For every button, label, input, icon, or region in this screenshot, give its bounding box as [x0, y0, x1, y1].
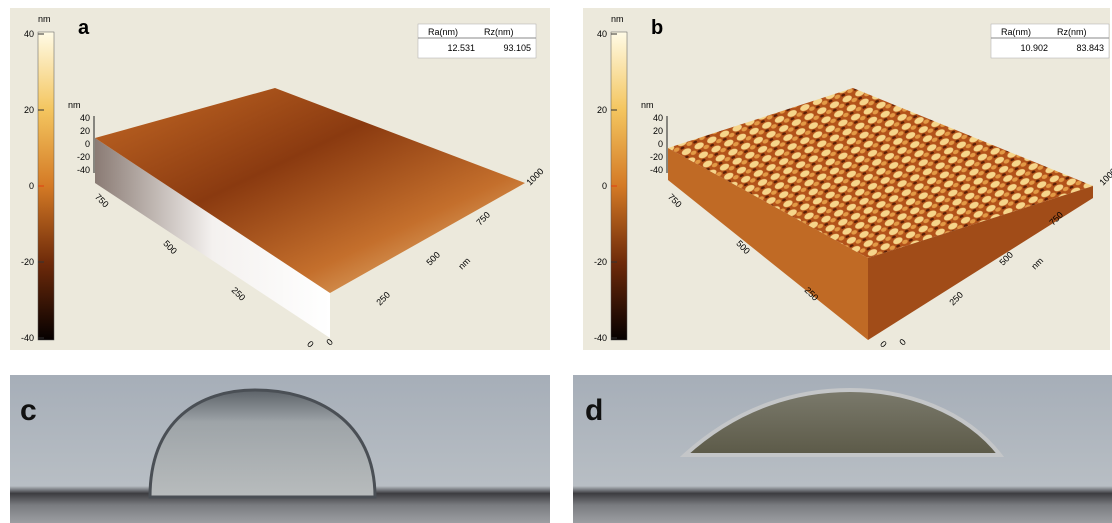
- colorbar-tick: -20: [21, 257, 34, 267]
- figure: nm 40 20 0 -20 -40 a Ra(nm) Rz(nm) 12.531 93.105 nm…: [0, 0, 1112, 523]
- z-axis-unit: nm: [68, 100, 81, 110]
- colorbar-unit: nm: [38, 14, 51, 24]
- colorbar-tick: 40: [24, 29, 34, 39]
- table-header: Ra(nm): [428, 27, 458, 37]
- z-tick: 0: [85, 139, 90, 149]
- photo-c: [10, 375, 550, 523]
- table-value: 10.902: [1020, 43, 1048, 53]
- z-tick: -20: [77, 152, 90, 162]
- table-header: Ra(nm): [1001, 27, 1031, 37]
- z-tick: -40: [77, 165, 90, 175]
- colorbar-tick: -40: [21, 333, 34, 343]
- photo-d: [573, 375, 1112, 523]
- table-header: Rz(nm): [1057, 27, 1087, 37]
- table-header: Rz(nm): [484, 27, 514, 37]
- z-tick: -20: [650, 152, 663, 162]
- colorbar-tick: 0: [602, 181, 607, 191]
- colorbar-tick: 0: [29, 181, 34, 191]
- table-value: 83.843: [1076, 43, 1104, 53]
- colorbar-tick: -40: [594, 333, 607, 343]
- colorbar-unit: nm: [611, 14, 624, 24]
- z-tick: 20: [653, 126, 663, 136]
- panel-label: b: [651, 17, 663, 39]
- z-tick: 0: [658, 139, 663, 149]
- table-value: 93.105: [503, 43, 531, 53]
- z-tick: -40: [650, 165, 663, 175]
- panel-label: a: [78, 17, 90, 39]
- photo-label: c: [20, 394, 37, 427]
- colorbar-tick: 20: [24, 105, 34, 115]
- colorbar-tick: 20: [597, 105, 607, 115]
- z-tick: 20: [80, 126, 90, 136]
- colorbar-tick: 40: [597, 29, 607, 39]
- colorbar-tick: -20: [594, 257, 607, 267]
- z-axis-unit: nm: [641, 100, 654, 110]
- z-tick: 40: [80, 113, 90, 123]
- photo-label: d: [585, 394, 603, 427]
- z-tick: 40: [653, 113, 663, 123]
- table-value: 12.531: [447, 43, 475, 53]
